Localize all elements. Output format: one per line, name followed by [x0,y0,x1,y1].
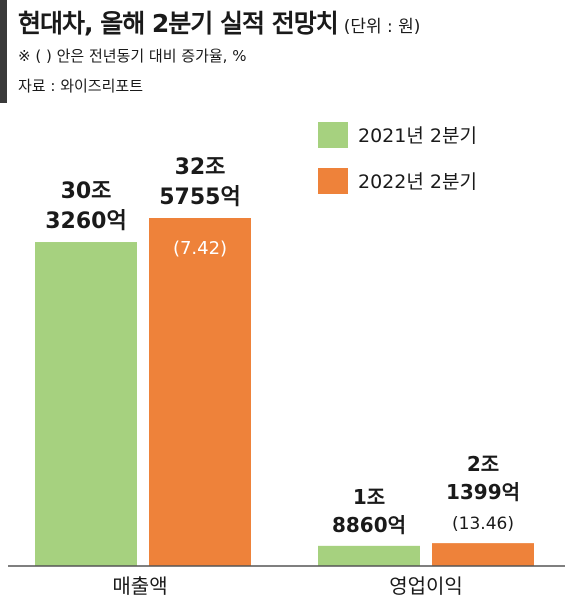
title-row: 현대차, 올해 2분기 실적 전망치 (단위 : 원) [18,4,420,40]
value-label-line: 30조 [61,179,112,204]
category-label-1: 영업이익 [389,574,463,598]
growth-label: (13.46) [452,514,514,534]
category-label-0: 매출액 [112,574,167,598]
value-label-line: 32조 [175,155,226,180]
value-label-line: 8860억 [332,513,406,537]
legend-swatch-0 [318,122,348,148]
legend-label-0: 2021년 2분기 [358,125,477,147]
bar-2021-1 [318,545,420,566]
legend-swatch-1 [318,168,348,194]
legend-label-1: 2022년 2분기 [358,171,477,193]
chart-title: 현대차, 올해 2분기 실적 전망치 [18,9,339,38]
bar-2022-1 [432,543,534,566]
title-accent-bar [0,0,7,103]
value-label-line: 5755억 [159,185,240,210]
note-text: ※ ( ) 안은 전년동기 대비 증가율, % [18,47,247,65]
value-label-line: 1399억 [446,480,520,504]
growth-label: (7.42) [173,238,227,259]
bar-2021-0 [35,242,137,566]
value-label-line: 2조 [467,452,499,476]
value-label-line: 3260억 [45,209,126,234]
unit-label: (단위 : 원) [343,17,421,37]
bar-2022-0 [149,218,251,566]
source-text: 자료 : 와이즈리포트 [18,77,143,95]
value-label-line: 1조 [353,485,385,509]
